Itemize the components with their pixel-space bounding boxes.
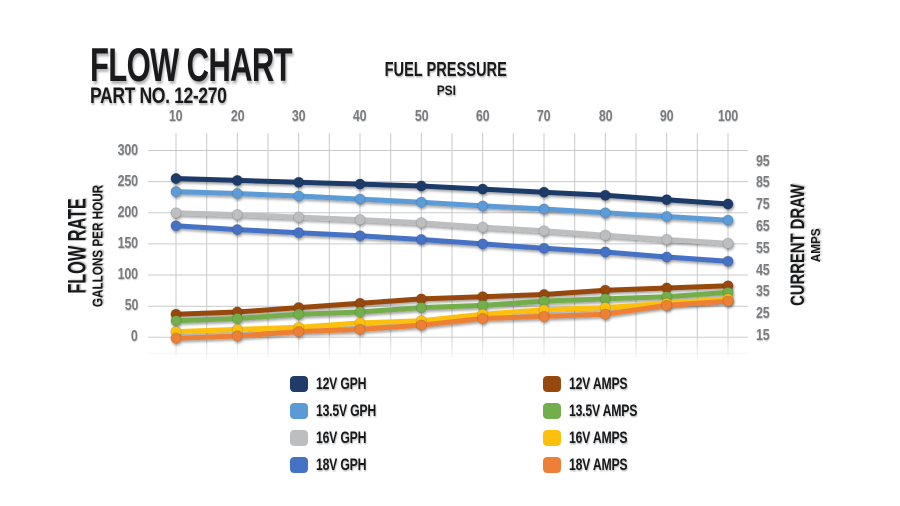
y-right-tick-label: 55	[756, 239, 770, 257]
legend-item: 16V AMPS	[543, 429, 664, 446]
legend-label: 12V GPH	[316, 374, 367, 393]
y-left-tick-label: 150	[117, 234, 138, 252]
y-right-tick-label: 45	[756, 261, 770, 279]
legend-label: 18V GPH	[316, 455, 367, 474]
legend-item: 16V GPH	[290, 429, 399, 446]
legend-label: 13.5V GPH	[316, 401, 376, 420]
legend-item: 12V GPH	[290, 375, 399, 392]
chart-title: FLOW CHART	[90, 38, 293, 91]
legend-item: 18V GPH	[290, 456, 399, 473]
legend-swatch-12v-gph	[290, 375, 308, 392]
x-tick-label: 80	[598, 108, 613, 125]
part-number: PART NO. 12-270	[90, 83, 227, 108]
x-tick-label: 60	[475, 108, 490, 125]
legend-item: 12V AMPS	[543, 375, 664, 392]
y-left-tick-label: 200	[117, 203, 138, 221]
x-tick-label: 40	[353, 108, 367, 125]
series-line-16v-gph	[170, 207, 734, 250]
y-left-tick-label: 50	[124, 297, 139, 315]
legend-swatch-18v-amps	[543, 456, 561, 473]
legend-swatch-16v-gph	[290, 429, 308, 446]
x-tick-label: 90	[659, 108, 674, 125]
legend-item: 18V AMPS	[543, 456, 664, 473]
y-left-tick-label: 100	[117, 266, 138, 284]
y-right-tick-label: 65	[756, 217, 770, 235]
legend-item: 13.5V GPH	[290, 402, 399, 419]
series-line-18v-gph	[170, 220, 734, 267]
legend-label: 16V GPH	[316, 428, 367, 447]
y-right-tick-label: 95	[756, 152, 770, 170]
legend-swatch-12v-amps	[543, 375, 561, 392]
legend-swatch-13.5v-amps	[543, 402, 561, 419]
legend-swatch-13.5v-gph	[290, 402, 308, 419]
legend-label: 13.5V AMPS	[569, 401, 638, 420]
x-tick-label: 70	[537, 108, 551, 125]
y-right-tick-label: 35	[756, 283, 770, 301]
x-axis-title: FUEL PRESSURE	[384, 59, 508, 81]
series-line-12v-gph	[170, 172, 734, 210]
x-tick-label: 10	[169, 108, 183, 125]
y-left-tick-label: 300	[117, 141, 138, 159]
y-left-tick-label: 250	[117, 172, 138, 190]
series-line-13.5v-gph	[170, 185, 734, 226]
legend-column-gph: 12V GPH 13.5V GPH 16V GPH 18V GPH	[290, 375, 399, 483]
y-right-tick-label: 75	[756, 196, 770, 214]
legend-column-amps: 12V AMPS 13.5V AMPS 16V AMPS 18V AMPS	[543, 375, 664, 483]
legend-item: 13.5V AMPS	[543, 402, 664, 419]
x-tick-label: 50	[414, 108, 429, 125]
legend-label: 12V AMPS	[569, 374, 628, 393]
y-right-tick-label: 85	[756, 174, 770, 192]
legend-swatch-16v-amps	[543, 429, 561, 446]
y-right-tick-label: 15	[756, 326, 770, 344]
series-line-18v-amps	[170, 295, 734, 344]
x-tick-label: 30	[291, 108, 306, 125]
x-axis-unit: PSI	[436, 82, 456, 98]
x-tick-label: 100	[717, 108, 739, 125]
y-right-tick-label: 25	[756, 305, 770, 323]
legend-label: 18V AMPS	[569, 455, 628, 474]
legend-swatch-18v-gph	[290, 456, 308, 473]
x-tick-label: 20	[230, 108, 245, 125]
legend-label: 16V AMPS	[569, 428, 628, 447]
y-left-tick-label: 0	[131, 328, 138, 346]
